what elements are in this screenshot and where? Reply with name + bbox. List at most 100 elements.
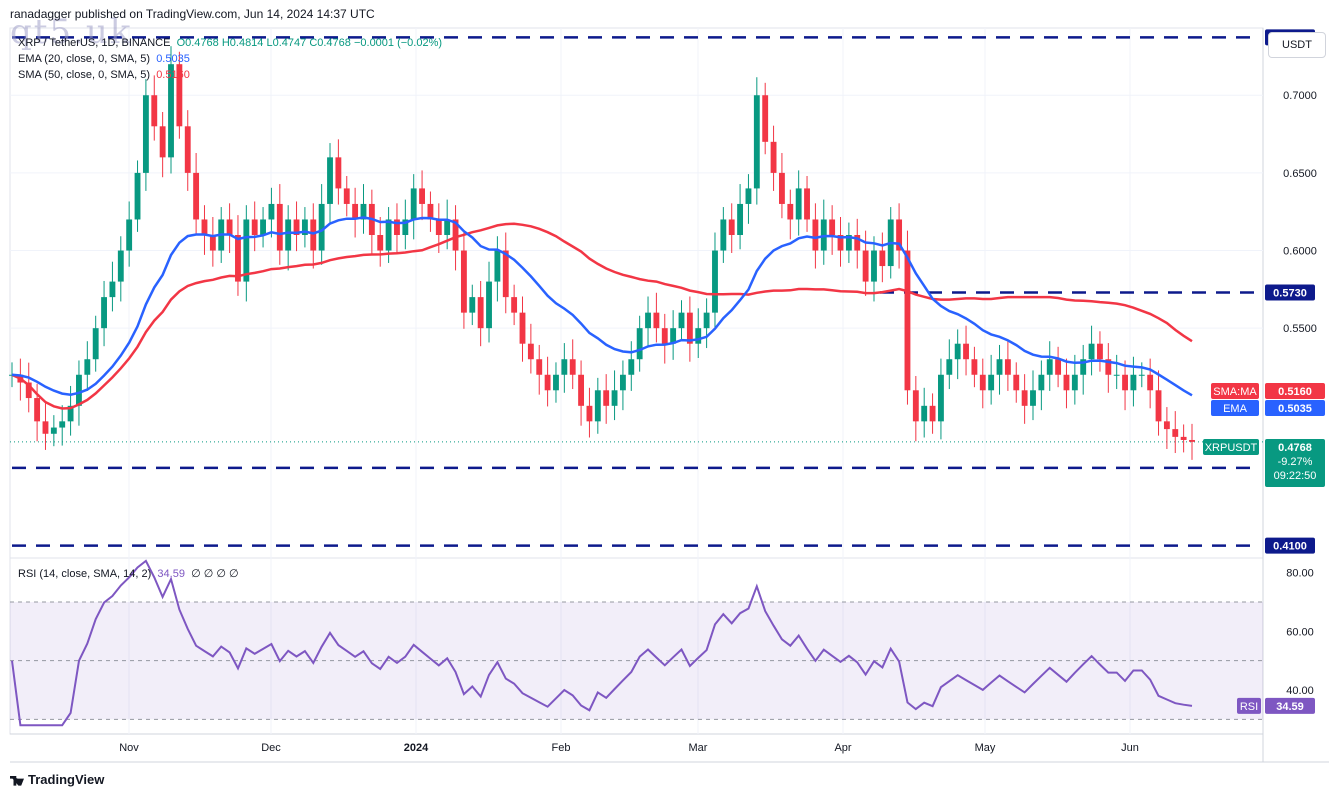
candle-body <box>42 421 49 434</box>
candle-body <box>678 312 685 329</box>
candle-body <box>427 203 434 220</box>
candle-body <box>511 297 518 313</box>
candle-body <box>435 219 442 235</box>
candle-body <box>1130 374 1137 391</box>
candle-body <box>92 328 99 360</box>
badge-value: 0.5035 <box>1278 403 1312 415</box>
tradingview-logo[interactable]: TradingView <box>10 772 104 787</box>
ohlc-close: C0.4768 <box>309 37 351 49</box>
badge-value-bg <box>1265 383 1325 399</box>
candle-body <box>59 421 66 428</box>
time-tick-label: 2024 <box>404 742 429 754</box>
candle-body <box>787 203 794 220</box>
candle-body <box>1189 439 1195 442</box>
candle-body <box>276 203 283 251</box>
candle-body <box>553 374 559 391</box>
candle-body <box>628 359 635 375</box>
rsi-legend-label[interactable]: RSI (14, close, SMA, 14, 2) <box>18 568 152 580</box>
candle-body <box>109 281 116 298</box>
candle-body <box>117 250 124 282</box>
candle-body <box>737 203 744 235</box>
currency-button[interactable]: USDT <box>1268 32 1326 58</box>
candle-body <box>845 234 852 251</box>
candle-body <box>260 219 266 235</box>
time-tick-label: Apr <box>834 742 851 754</box>
candle-body <box>745 188 752 204</box>
badge-name-bg <box>1203 439 1259 455</box>
candle-body <box>410 188 417 220</box>
rsi-badge-name-bg <box>1237 697 1261 714</box>
rsi-badge-name: RSI <box>1240 701 1258 713</box>
candle-body <box>645 312 651 329</box>
price-tick-label: 0.7000 <box>1283 90 1317 102</box>
sma-legend-value: 0.5160 <box>156 69 190 81</box>
candle-body <box>1055 359 1062 375</box>
symbol-label[interactable]: XRP / TetherUS, 1D, BINANCE <box>18 37 171 49</box>
candle-body <box>904 250 911 391</box>
badge-value: 0.4768 <box>1278 442 1312 454</box>
badge-value: 0.5160 <box>1278 386 1312 398</box>
rsi-legend-value: 34.59 <box>157 568 185 580</box>
candle-body <box>536 359 543 375</box>
candle-body <box>837 234 844 251</box>
candle-body <box>1155 390 1162 422</box>
candle-body <box>394 219 400 235</box>
candle-body <box>159 126 166 158</box>
candle-body <box>544 374 551 391</box>
candle-body <box>762 95 769 142</box>
rsi-tick-label: 40.00 <box>1286 685 1314 697</box>
candle-body <box>76 374 82 406</box>
candle-body <box>84 359 91 375</box>
candle-body <box>653 312 660 329</box>
candle-body <box>385 219 392 251</box>
candle-body <box>1105 359 1112 375</box>
candle-body <box>795 188 802 220</box>
price-badges: SMA:MA 0.5160 EMA 0.5035 XRPUSDT 0.4768 -9.27%… <box>1203 383 1325 714</box>
badge-name-bg <box>1211 400 1259 416</box>
axis-labels: 0.7000 0.6500 0.6000 0.5500 Nov Dec 2024 Feb Mar… <box>119 90 1317 754</box>
ema-legend-label[interactable]: EMA (20, close, 0, SMA, 5) <box>18 53 151 65</box>
candle-body <box>578 374 585 406</box>
time-tick-label: May <box>975 742 996 754</box>
candle-body <box>494 250 501 282</box>
candle-body <box>1122 374 1128 391</box>
candle-body <box>477 297 484 329</box>
ema-line <box>11 216 1193 397</box>
candle-body <box>243 219 250 282</box>
candle-body <box>377 234 384 251</box>
candle-body <box>804 188 810 220</box>
candle-body <box>502 250 509 298</box>
candle-body <box>360 203 367 220</box>
candle-body <box>176 64 183 127</box>
candle-body <box>301 219 308 235</box>
candle-body <box>226 219 233 235</box>
sma-legend-label[interactable]: SMA (50, close, 0, SMA, 5) <box>18 69 151 81</box>
rsi-path <box>11 559 1193 727</box>
candle-body <box>879 250 886 267</box>
candle-body <box>695 328 702 344</box>
time-tick-label: Mar <box>689 742 708 754</box>
candle-body <box>779 172 785 204</box>
ohlc-change: −0.0001 (−0.02%) <box>353 37 443 49</box>
candle-body <box>25 382 32 399</box>
candle-body <box>343 188 350 204</box>
price-tick-label: 0.5500 <box>1283 323 1317 335</box>
candle-body <box>871 250 877 282</box>
candle-body <box>661 328 668 344</box>
candle-body <box>419 188 425 204</box>
candle-body <box>310 219 317 251</box>
candle-body <box>603 390 610 406</box>
level-badge-label: 0.5730 <box>1273 287 1307 299</box>
level-badge <box>1265 537 1315 554</box>
sma-line <box>11 222 1193 410</box>
candle-body <box>67 405 74 422</box>
candle-body <box>460 250 467 313</box>
badge-timer: 09:22:50 <box>1274 470 1317 482</box>
badge-name: XRPUSDT <box>1205 442 1258 454</box>
grid-lines <box>10 28 1263 734</box>
candle-body <box>586 405 593 422</box>
candle-body <box>209 234 216 251</box>
candle-body <box>352 203 359 220</box>
